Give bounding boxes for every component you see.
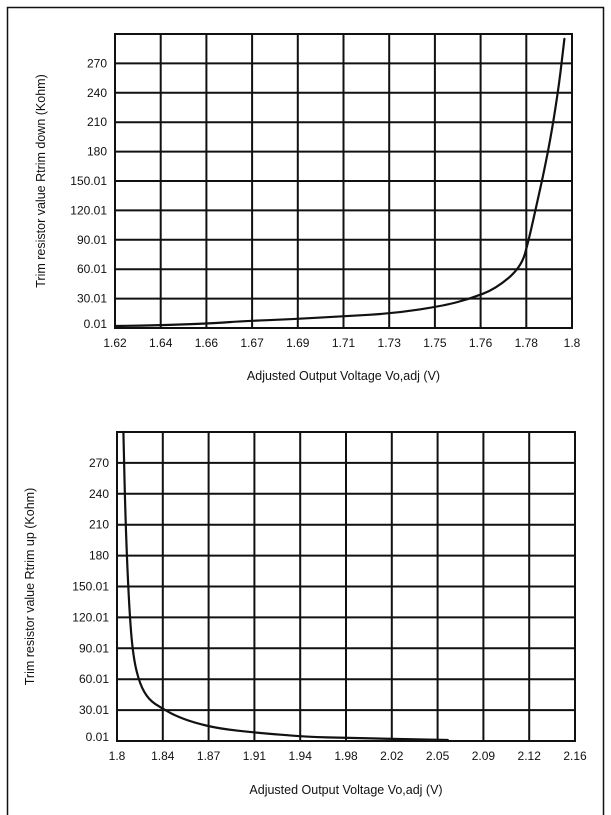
y-tick-label: 180 (89, 549, 109, 563)
x-tick-label: 1.66 (195, 336, 219, 350)
x-tick-label: 1.62 (103, 336, 127, 350)
x-tick-label: 1.78 (515, 336, 539, 350)
y-tick-label: 120.01 (72, 610, 109, 624)
y-tick-label: 210 (89, 518, 109, 532)
y-tick-label: 150.01 (70, 174, 107, 188)
x-tick-label: 1.69 (286, 336, 310, 350)
plot-frame (116, 431, 576, 742)
y-axis-label: Trim resistor value Rtrim down (Kohm) (34, 74, 48, 287)
chart-1: 1.62 1.64 1.66 1.67 1.69 1.71 1.73 1.75 1.76 1.78… (34, 33, 581, 383)
x-tick-label: 1.75 (423, 336, 447, 350)
x-tick-label: 1.67 (240, 336, 264, 350)
y-axis-label: Trim resistor value Rtrim up (Kohm) (23, 488, 37, 686)
x-tick-label: 2.09 (472, 749, 496, 763)
y-tick-label: 270 (89, 456, 109, 470)
x-tick-label: 1.98 (334, 749, 358, 763)
series-line (122, 430, 449, 742)
y-tick-label: 60.01 (79, 672, 109, 686)
y-tick-label: 90.01 (79, 641, 109, 655)
x-tick-label: 1.64 (149, 336, 173, 350)
y-tick-label: 150.01 (72, 580, 109, 594)
y-tick-label: 60.01 (77, 262, 107, 276)
y-tick-label: 30.01 (77, 292, 107, 306)
y-tick-label: 240 (87, 86, 107, 100)
x-tick-label: 2.16 (563, 749, 587, 763)
y-tick-label: 0.01 (86, 730, 110, 744)
x-tick-label: 1.76 (469, 336, 493, 350)
y-tick-label: 90.01 (77, 233, 107, 247)
x-axis-label: Adjusted Output Voltage Vo,adj (V) (247, 369, 440, 383)
x-axis-label: Adjusted Output Voltage Vo,adj (V) (249, 783, 442, 797)
x-tick-label: 1.94 (289, 749, 313, 763)
y-tick-label: 0.01 (84, 317, 108, 331)
page-border (6, 6, 605, 815)
y-tick-label: 210 (87, 115, 107, 129)
x-tick-label: 2.05 (426, 749, 450, 763)
x-tick-label: 1.91 (243, 749, 267, 763)
x-tick-label: 1.8 (564, 336, 581, 350)
chart-2: 1.8 1.84 1.87 1.91 1.94 1.98 2.02 2.05 2.09 2.12 2… (23, 430, 587, 797)
x-tick-label: 1.8 (109, 749, 126, 763)
x-tick-label: 1.73 (378, 336, 402, 350)
x-tick-label: 2.12 (518, 749, 542, 763)
x-tick-label: 1.84 (151, 749, 175, 763)
x-tick-label: 2.02 (380, 749, 404, 763)
y-tick-label: 270 (87, 56, 107, 70)
series-line (113, 37, 566, 328)
y-tick-label: 180 (87, 145, 107, 159)
plot-frame (114, 33, 573, 329)
y-tick-label: 30.01 (79, 703, 109, 717)
x-tick-label: 1.87 (197, 749, 221, 763)
y-tick-label: 120.01 (70, 203, 107, 217)
y-tick-label: 240 (89, 487, 109, 501)
x-tick-label: 1.71 (332, 336, 356, 350)
